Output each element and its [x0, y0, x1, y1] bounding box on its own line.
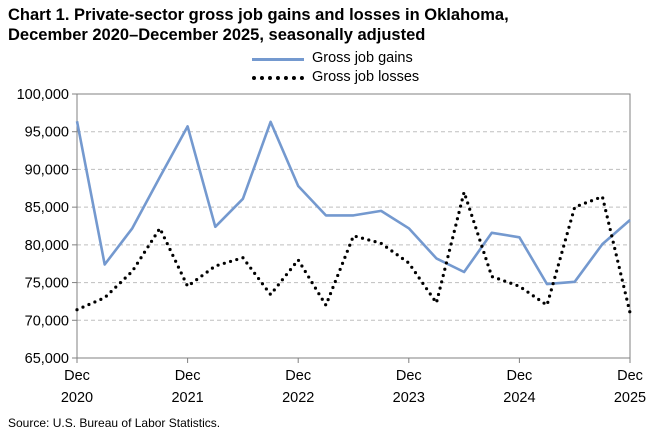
x-tick-label-month: Dec — [64, 368, 90, 384]
chart-title: Chart 1. Private-sector gross job gains … — [8, 5, 648, 45]
legend-swatch-gains — [252, 58, 304, 61]
legend-swatch-losses — [252, 76, 304, 80]
series-line-gains — [75, 120, 631, 286]
plot-area-border — [76, 93, 631, 359]
x-tick-label-year: 2022 — [282, 390, 314, 406]
legend-label-losses: Gross job losses — [312, 69, 420, 85]
x-tick-label-month: Dec — [507, 368, 533, 384]
x-tick-label-month: Dec — [617, 368, 643, 384]
y-tick-label: 70,000 — [25, 313, 69, 329]
y-tick-label: 85,000 — [25, 200, 69, 216]
y-tick-label: 75,000 — [25, 276, 69, 292]
y-tick-label: 80,000 — [25, 238, 69, 254]
x-tick-label-month: Dec — [285, 368, 311, 384]
chart-title-line-1: Chart 1. Private-sector gross job gains … — [8, 6, 509, 24]
y-tick-label: 65,000 — [25, 351, 69, 367]
y-tick-label: 100,000 — [17, 87, 69, 103]
chart-title-line-2: December 2020–December 2025, seasonally … — [8, 26, 426, 44]
x-tick-label-year: 2021 — [171, 390, 203, 406]
series-line-losses — [75, 190, 632, 315]
x-tick-label-month: Dec — [396, 368, 422, 384]
x-tick-label-year: 2020 — [61, 390, 93, 406]
x-tick-label-month: Dec — [175, 368, 201, 384]
y-tick-label: 95,000 — [25, 125, 69, 141]
y-tick-label: 90,000 — [25, 162, 69, 178]
x-tick-label-year: 2023 — [393, 390, 425, 406]
x-tick-label-year: 2024 — [503, 390, 535, 406]
source-note: Source: U.S. Bureau of Labor Statistics. — [8, 416, 221, 430]
x-tick-label-year: 2025 — [614, 390, 646, 406]
legend-label-gains: Gross job gains — [312, 50, 413, 66]
